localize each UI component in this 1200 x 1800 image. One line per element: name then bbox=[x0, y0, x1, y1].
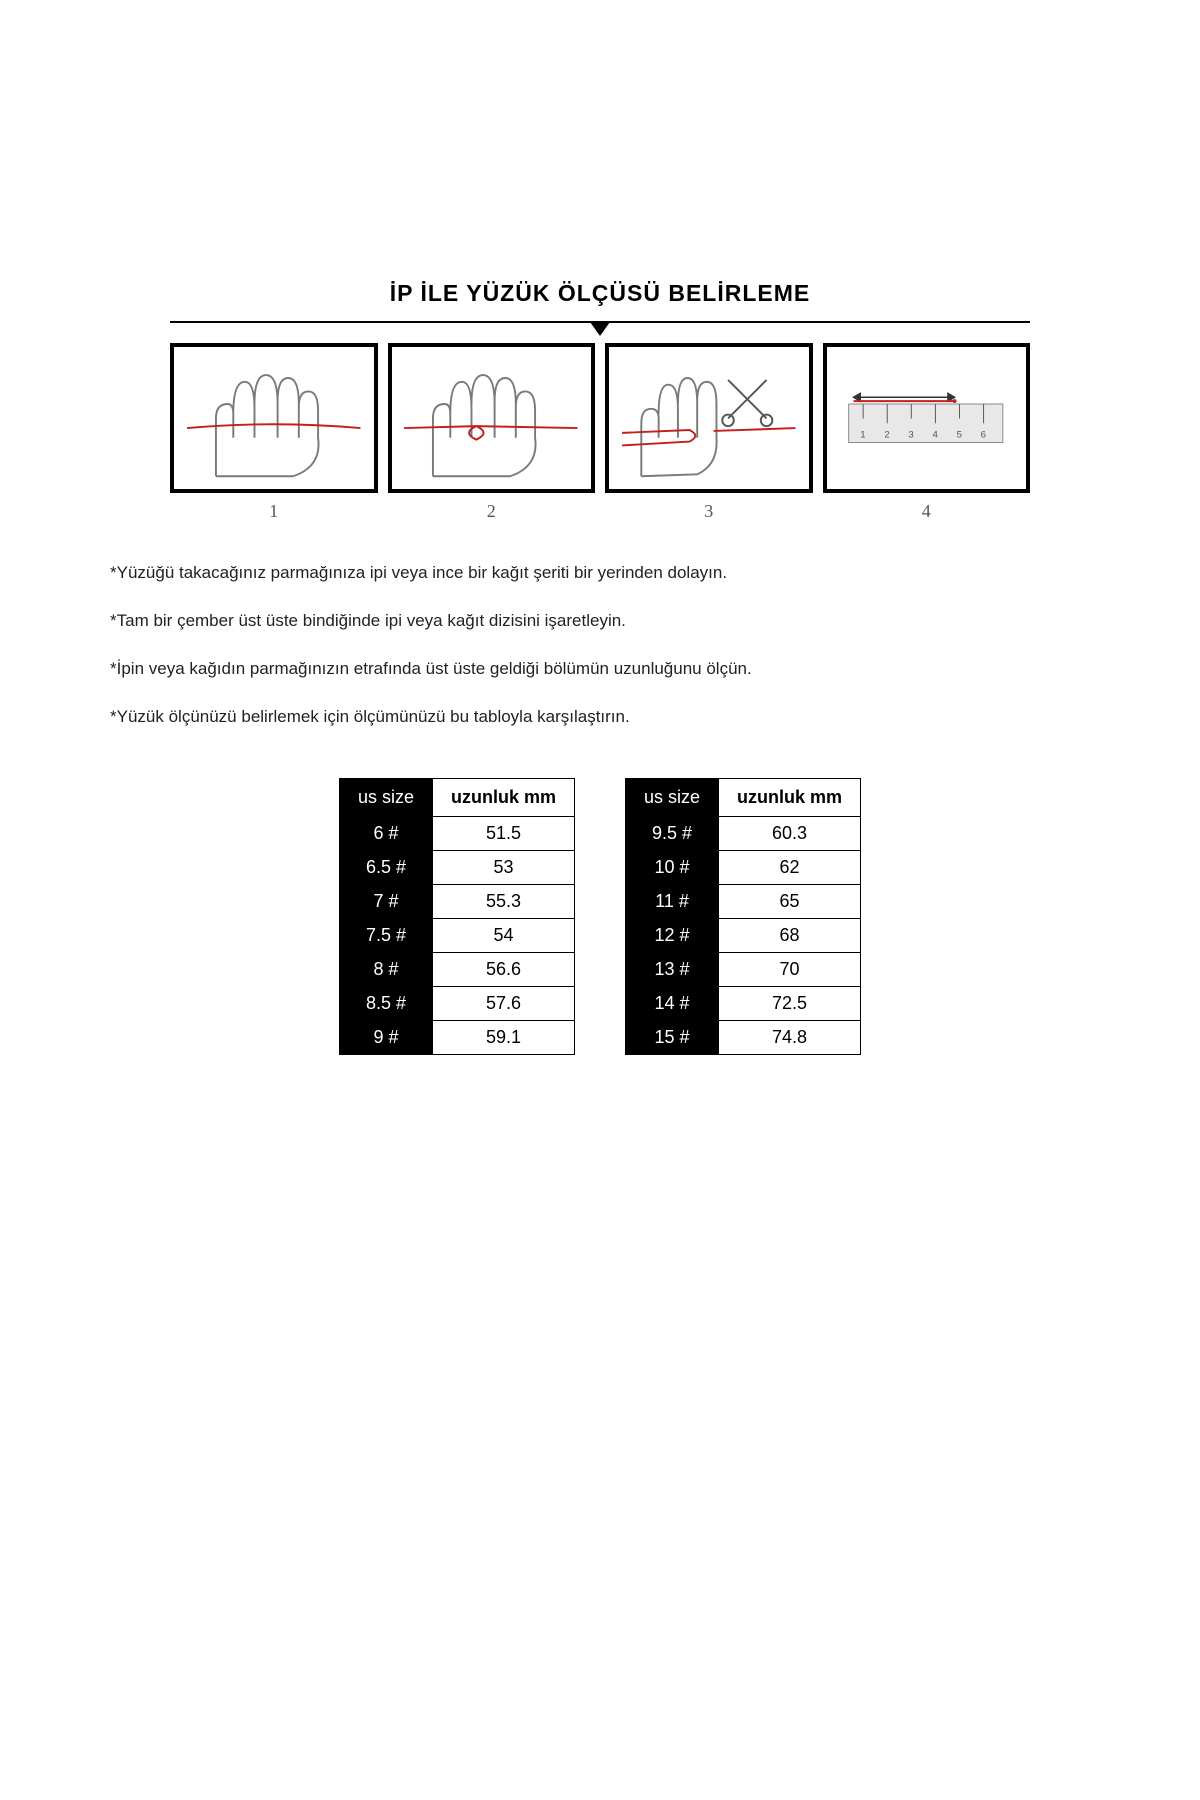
size-table-left: us size uzunluk mm 6 #51.5 6.5 #53 7 #55… bbox=[339, 778, 575, 1055]
ruler-label: 6 bbox=[981, 429, 986, 440]
size-table-right: us size uzunluk mm 9.5 #60.3 10 #62 11 #… bbox=[625, 778, 861, 1055]
cell-size: 14 # bbox=[626, 987, 719, 1021]
cell-size: 9.5 # bbox=[626, 817, 719, 851]
cell-length: 62 bbox=[719, 851, 861, 885]
cell-size: 6 # bbox=[339, 817, 432, 851]
cell-length: 59.1 bbox=[432, 1021, 574, 1055]
step-frame-4: 1 2 3 4 5 6 bbox=[823, 343, 1031, 493]
step-frame-1 bbox=[170, 343, 378, 493]
table-row: 8 #56.6 bbox=[339, 953, 574, 987]
steps-diagram-row: 1 2 bbox=[170, 343, 1030, 522]
title-arrow-down-icon bbox=[590, 322, 610, 336]
ruler-label: 5 bbox=[957, 429, 962, 440]
step-number: 2 bbox=[487, 501, 496, 522]
page-title: İP İLE YÜZÜK ÖLÇÜSÜ BELİRLEME bbox=[100, 280, 1100, 307]
table-row: 15 #74.8 bbox=[626, 1021, 861, 1055]
col-header-size: us size bbox=[626, 779, 719, 817]
step-box-1: 1 bbox=[170, 343, 378, 522]
step-number: 3 bbox=[704, 501, 713, 522]
cell-length: 54 bbox=[432, 919, 574, 953]
step-frame-3 bbox=[605, 343, 813, 493]
table-row: 11 #65 bbox=[626, 885, 861, 919]
cell-size: 10 # bbox=[626, 851, 719, 885]
ruler-measure-icon: 1 2 3 4 5 6 bbox=[831, 351, 1021, 486]
hand-cut-icon bbox=[614, 351, 804, 486]
table-row: 7 #55.3 bbox=[339, 885, 574, 919]
cell-length: 72.5 bbox=[719, 987, 861, 1021]
cell-size: 6.5 # bbox=[339, 851, 432, 885]
ruler-label: 2 bbox=[885, 429, 890, 440]
cell-length: 70 bbox=[719, 953, 861, 987]
table-row: 9 #59.1 bbox=[339, 1021, 574, 1055]
instruction-line: *Tam bir çember üst üste bindiğinde ipi … bbox=[110, 610, 1090, 632]
hand-thread-icon bbox=[179, 351, 369, 486]
table-header-row: us size uzunluk mm bbox=[626, 779, 861, 817]
size-tables-row: us size uzunluk mm 6 #51.5 6.5 #53 7 #55… bbox=[100, 778, 1100, 1055]
cell-length: 60.3 bbox=[719, 817, 861, 851]
ruler-label: 1 bbox=[861, 429, 866, 440]
cell-length: 65 bbox=[719, 885, 861, 919]
table-header-row: us size uzunluk mm bbox=[339, 779, 574, 817]
col-header-length: uzunluk mm bbox=[719, 779, 861, 817]
cell-length: 57.6 bbox=[432, 987, 574, 1021]
table-row: 7.5 #54 bbox=[339, 919, 574, 953]
step-frame-2 bbox=[388, 343, 596, 493]
ruler-label: 3 bbox=[909, 429, 914, 440]
step-box-3: 3 bbox=[605, 343, 813, 522]
instructions-block: *Yüzüğü takacağınız parmağınıza ipi veya… bbox=[100, 562, 1100, 774]
cell-size: 13 # bbox=[626, 953, 719, 987]
table-row: 13 #70 bbox=[626, 953, 861, 987]
instruction-line: *Yüzüğü takacağınız parmağınıza ipi veya… bbox=[110, 562, 1090, 584]
step-box-2: 2 bbox=[388, 343, 596, 522]
table-row: 6.5 #53 bbox=[339, 851, 574, 885]
instruction-line: *Yüzük ölçünüzü belirlemek için ölçümünü… bbox=[110, 706, 1090, 728]
cell-length: 74.8 bbox=[719, 1021, 861, 1055]
cell-size: 12 # bbox=[626, 919, 719, 953]
table-row: 10 #62 bbox=[626, 851, 861, 885]
step-number: 1 bbox=[269, 501, 278, 522]
step-box-4: 1 2 3 4 5 6 bbox=[823, 343, 1031, 522]
table-row: 14 #72.5 bbox=[626, 987, 861, 1021]
step-number: 4 bbox=[922, 501, 931, 522]
instruction-line: *İpin veya kağıdın parmağınızın etrafınd… bbox=[110, 658, 1090, 680]
cell-length: 53 bbox=[432, 851, 574, 885]
page-content: İP İLE YÜZÜK ÖLÇÜSÜ BELİRLEME 1 bbox=[0, 0, 1200, 1055]
cell-size: 7.5 # bbox=[339, 919, 432, 953]
table-row: 12 #68 bbox=[626, 919, 861, 953]
cell-size: 15 # bbox=[626, 1021, 719, 1055]
cell-size: 8.5 # bbox=[339, 987, 432, 1021]
col-header-size: us size bbox=[339, 779, 432, 817]
cell-length: 68 bbox=[719, 919, 861, 953]
hand-wrap-icon bbox=[396, 351, 586, 486]
table-row: 9.5 #60.3 bbox=[626, 817, 861, 851]
cell-length: 55.3 bbox=[432, 885, 574, 919]
table-row: 8.5 #57.6 bbox=[339, 987, 574, 1021]
cell-size: 7 # bbox=[339, 885, 432, 919]
ruler-label: 4 bbox=[933, 429, 939, 440]
cell-size: 11 # bbox=[626, 885, 719, 919]
cell-size: 8 # bbox=[339, 953, 432, 987]
col-header-length: uzunluk mm bbox=[432, 779, 574, 817]
cell-size: 9 # bbox=[339, 1021, 432, 1055]
cell-length: 56.6 bbox=[432, 953, 574, 987]
title-underline bbox=[170, 321, 1030, 323]
cell-length: 51.5 bbox=[432, 817, 574, 851]
table-row: 6 #51.5 bbox=[339, 817, 574, 851]
